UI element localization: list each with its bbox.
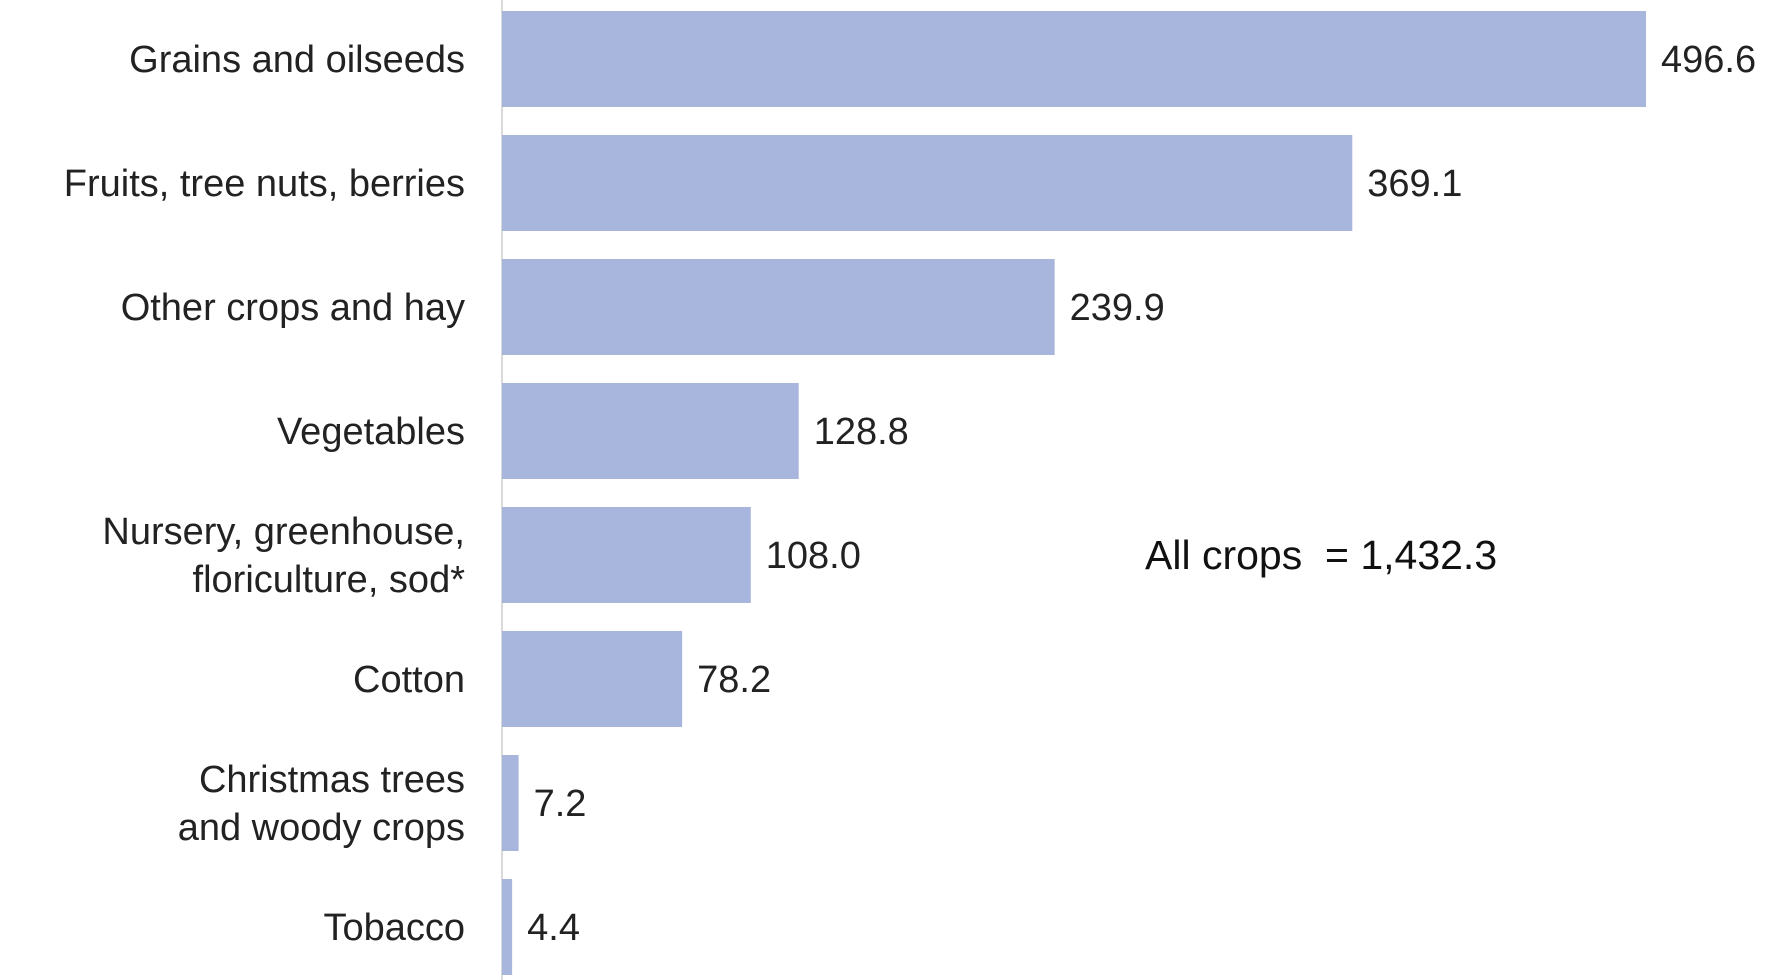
category-label-line: Other crops and hay — [121, 287, 465, 329]
category-label-line: Fruits, tree nuts, berries — [64, 163, 465, 205]
bar-7 — [502, 879, 513, 975]
value-label-7: 4.4 — [527, 907, 580, 949]
value-label-4: 108.0 — [766, 535, 861, 577]
value-labels-group: 496.6 369.1 239.9 128.8 108.0 78.2 7.2 4.4 — [527, 39, 1756, 949]
bars-group — [502, 11, 1646, 975]
bar-0 — [502, 11, 1646, 107]
bar-1 — [502, 135, 1353, 231]
value-label-0: 496.6 — [1661, 39, 1756, 81]
category-labels-group: Grains and oilseeds Fruits, tree nuts, be… — [64, 39, 465, 949]
bar-6 — [502, 755, 519, 851]
category-label-line: Tobacco — [323, 907, 465, 949]
category-label-line: floriculture, sod* — [193, 559, 466, 601]
category-label-line: and woody crops — [178, 807, 465, 849]
category-label-line: Christmas trees — [199, 759, 465, 801]
value-label-6: 7.2 — [534, 783, 587, 825]
bar-4 — [502, 507, 751, 603]
category-label-0: Grains and oilseeds — [129, 39, 465, 81]
category-label-4: Nursery, greenhouse, floriculture, sod* — [102, 511, 465, 601]
category-label-3: Vegetables — [277, 411, 465, 453]
bar-5 — [502, 631, 683, 727]
category-label-1: Fruits, tree nuts, berries — [64, 163, 465, 205]
value-label-1: 369.1 — [1367, 163, 1462, 205]
category-label-2: Other crops and hay — [121, 287, 465, 329]
category-label-6: Christmas trees and woody crops — [178, 759, 465, 849]
value-label-5: 78.2 — [697, 659, 771, 701]
category-label-5: Cotton — [353, 659, 465, 701]
category-label-line: Grains and oilseeds — [129, 39, 465, 81]
category-label-line: Cotton — [353, 659, 465, 701]
total-annotation: All crops = 1,432.3 — [1145, 532, 1497, 578]
value-label-2: 239.9 — [1070, 287, 1165, 329]
bar-2 — [502, 259, 1055, 355]
value-label-3: 128.8 — [814, 411, 909, 453]
bar-3 — [502, 383, 799, 479]
category-label-line: Nursery, greenhouse, — [102, 511, 465, 553]
category-label-line: Vegetables — [277, 411, 465, 453]
category-label-7: Tobacco — [323, 907, 465, 949]
